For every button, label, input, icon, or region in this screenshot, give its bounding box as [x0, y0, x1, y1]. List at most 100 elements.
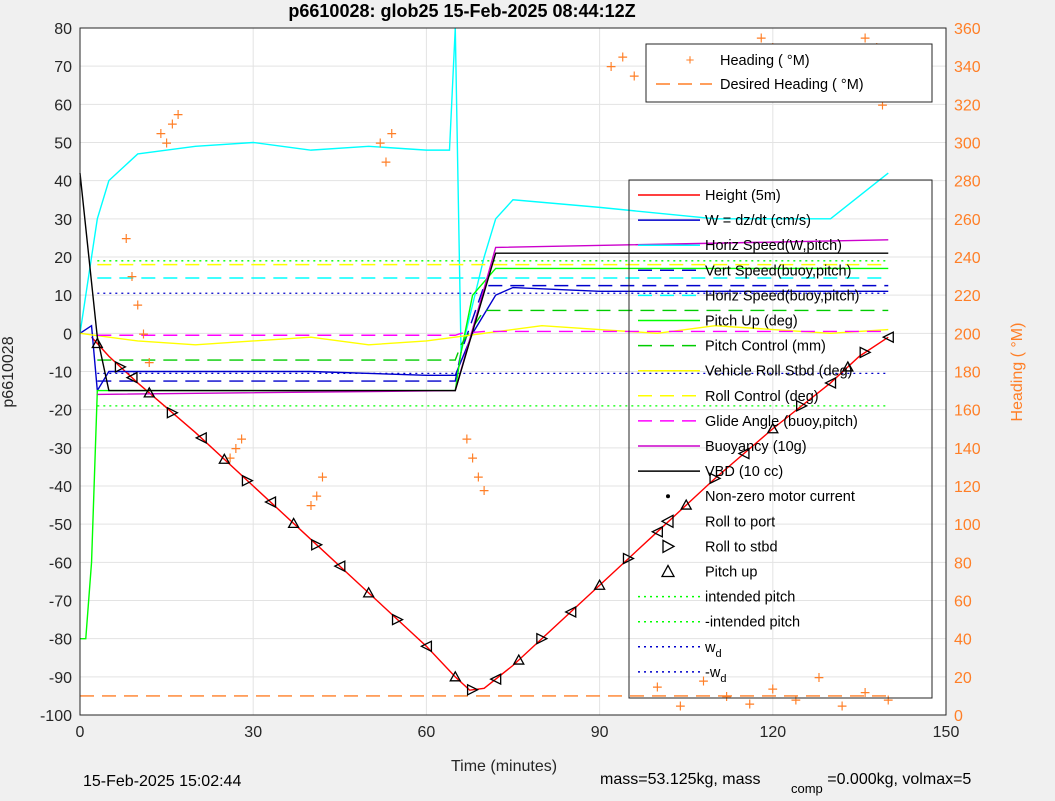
- heading-marker: +: [721, 689, 733, 705]
- y-tick-label-left: -20: [49, 403, 72, 420]
- marker-layer: [91, 331, 894, 696]
- heading-marker: +: [167, 116, 179, 132]
- y-tick-label-left: 70: [54, 59, 72, 76]
- legend-label: Non-zero motor current: [705, 489, 855, 505]
- heading-marker: +: [790, 693, 802, 709]
- pitch-roll-marker: [766, 422, 779, 434]
- heading-marker: +: [882, 693, 894, 709]
- y-tick-label-right: 340: [954, 59, 981, 76]
- y-tick-label-left: -90: [49, 670, 72, 687]
- pitch-roll-marker: [362, 586, 375, 598]
- legend-heading-label: Heading ( °M): [720, 53, 810, 69]
- pitch-roll-marker: [564, 605, 577, 619]
- legend-swatch: [666, 494, 670, 499]
- heading-marker: +: [161, 136, 173, 152]
- axis-ticks: 0 30 60 90 120 15080706050403020100-10-20-30-…: [40, 21, 981, 741]
- pitch-roll-marker: [125, 371, 138, 384]
- y-tick-label-right: 180: [954, 365, 981, 382]
- legend-swatch: [662, 539, 676, 554]
- legend-label: VBD (10 cc): [705, 464, 783, 480]
- heading-marker: +: [305, 498, 317, 514]
- pitch-roll-marker: [824, 376, 837, 390]
- heading-marker: +: [472, 469, 484, 485]
- heading-marker: +: [836, 698, 848, 714]
- grid: [79, 27, 947, 716]
- series-line: [97, 309, 889, 361]
- legend-label: -intended pitch: [705, 615, 800, 631]
- heading-marker: +: [132, 298, 144, 314]
- y-tick-label-left: 80: [54, 21, 72, 38]
- pitch-roll-marker: [311, 538, 324, 551]
- legend-label: Pitch Up (deg): [705, 314, 798, 330]
- heading-marker: +: [859, 31, 871, 47]
- pitch-roll-marker: [449, 670, 462, 682]
- legend-label: Glide Angle (buoy,pitch): [705, 414, 858, 430]
- heading-marker: +: [386, 126, 398, 142]
- y-tick-label-left: -60: [49, 555, 72, 572]
- footer-timestamp: 15-Feb-2025 15:02:44: [83, 773, 242, 790]
- pitch-roll-marker: [166, 406, 179, 419]
- heading-marker: +: [744, 697, 756, 713]
- pitch-roll-marker: [709, 472, 722, 485]
- x-tick-label: 90: [591, 724, 609, 741]
- heading-marker: +: [767, 681, 779, 697]
- legend-label: Roll to port: [705, 514, 775, 530]
- series-line: [97, 330, 889, 336]
- pitch-roll-marker: [622, 552, 635, 565]
- heading-marker: +: [755, 31, 767, 47]
- pitch-roll-marker: [194, 431, 207, 444]
- x-tick-label: 30: [244, 724, 262, 741]
- pitch-roll-marker: [796, 399, 809, 412]
- pitch-roll-marker: [287, 517, 300, 529]
- heading-marker: +: [120, 231, 132, 247]
- y-tick-label-right: 40: [954, 632, 972, 649]
- legend-label-subscript: d: [720, 673, 726, 685]
- series-line: [79, 286, 889, 393]
- series-line: [79, 172, 889, 392]
- heading-marker: +: [698, 674, 710, 690]
- heading-marker: +: [380, 155, 392, 171]
- y-tick-label-right: 220: [954, 288, 981, 305]
- legend-label: Height (5m): [705, 188, 781, 204]
- series-line: [79, 27, 889, 353]
- legend-label-subscript: d: [715, 648, 721, 660]
- pitch-roll-marker: [391, 613, 404, 626]
- heading-marker: +: [478, 483, 490, 499]
- y-tick-label-right: 200: [954, 326, 981, 343]
- x-axis-label: Time (minutes): [451, 758, 557, 775]
- heading-marker: +: [311, 489, 323, 505]
- y-tick-label-right: 120: [954, 479, 981, 496]
- y-tick-label-right: 160: [954, 403, 981, 420]
- heading-marker: +: [605, 59, 617, 75]
- y-tick-label-left: -70: [49, 594, 72, 611]
- y-tick-label-right: 20: [954, 670, 972, 687]
- pitch-roll-marker: [489, 673, 502, 686]
- y-tick-label-right: 280: [954, 174, 981, 191]
- y-tick-label-right: 140: [954, 441, 981, 458]
- y-tick-label-right: 300: [954, 136, 981, 153]
- heading-marker: +: [467, 450, 479, 466]
- footer-comp-sub: comp: [790, 781, 823, 796]
- series-line: [97, 239, 889, 396]
- legend-label: Buoyancy (10g): [705, 439, 807, 455]
- heading-marker: +: [126, 269, 138, 285]
- x-tick-label: 0: [76, 724, 85, 741]
- y-tick-label-right: 60: [954, 594, 972, 611]
- heading-marker: +: [236, 431, 248, 447]
- pitch-roll-marker: [881, 331, 894, 344]
- pitch-roll-marker: [333, 560, 346, 573]
- y-tick-label-right: 320: [954, 97, 981, 114]
- x-tick-label: 150: [933, 724, 960, 741]
- x-tick-label: 60: [418, 724, 436, 741]
- pitch-roll-marker: [91, 337, 104, 349]
- y-tick-label-left: -50: [49, 517, 72, 534]
- y-tick-label-right: 80: [954, 555, 972, 572]
- heading-marker: +: [143, 355, 155, 371]
- y-tick-label-left: -10: [49, 365, 72, 382]
- legend-main: Height (5m) W = dz/dt (cm/s) Horiz Speed(W…: [628, 179, 933, 699]
- y-tick-label-left: 60: [54, 97, 72, 114]
- legend-label: Roll Control (deg): [705, 389, 819, 405]
- legend-heading-label: Desired Heading ( °M): [720, 77, 864, 93]
- y-axis-label-right: Heading ( °M): [1009, 323, 1026, 422]
